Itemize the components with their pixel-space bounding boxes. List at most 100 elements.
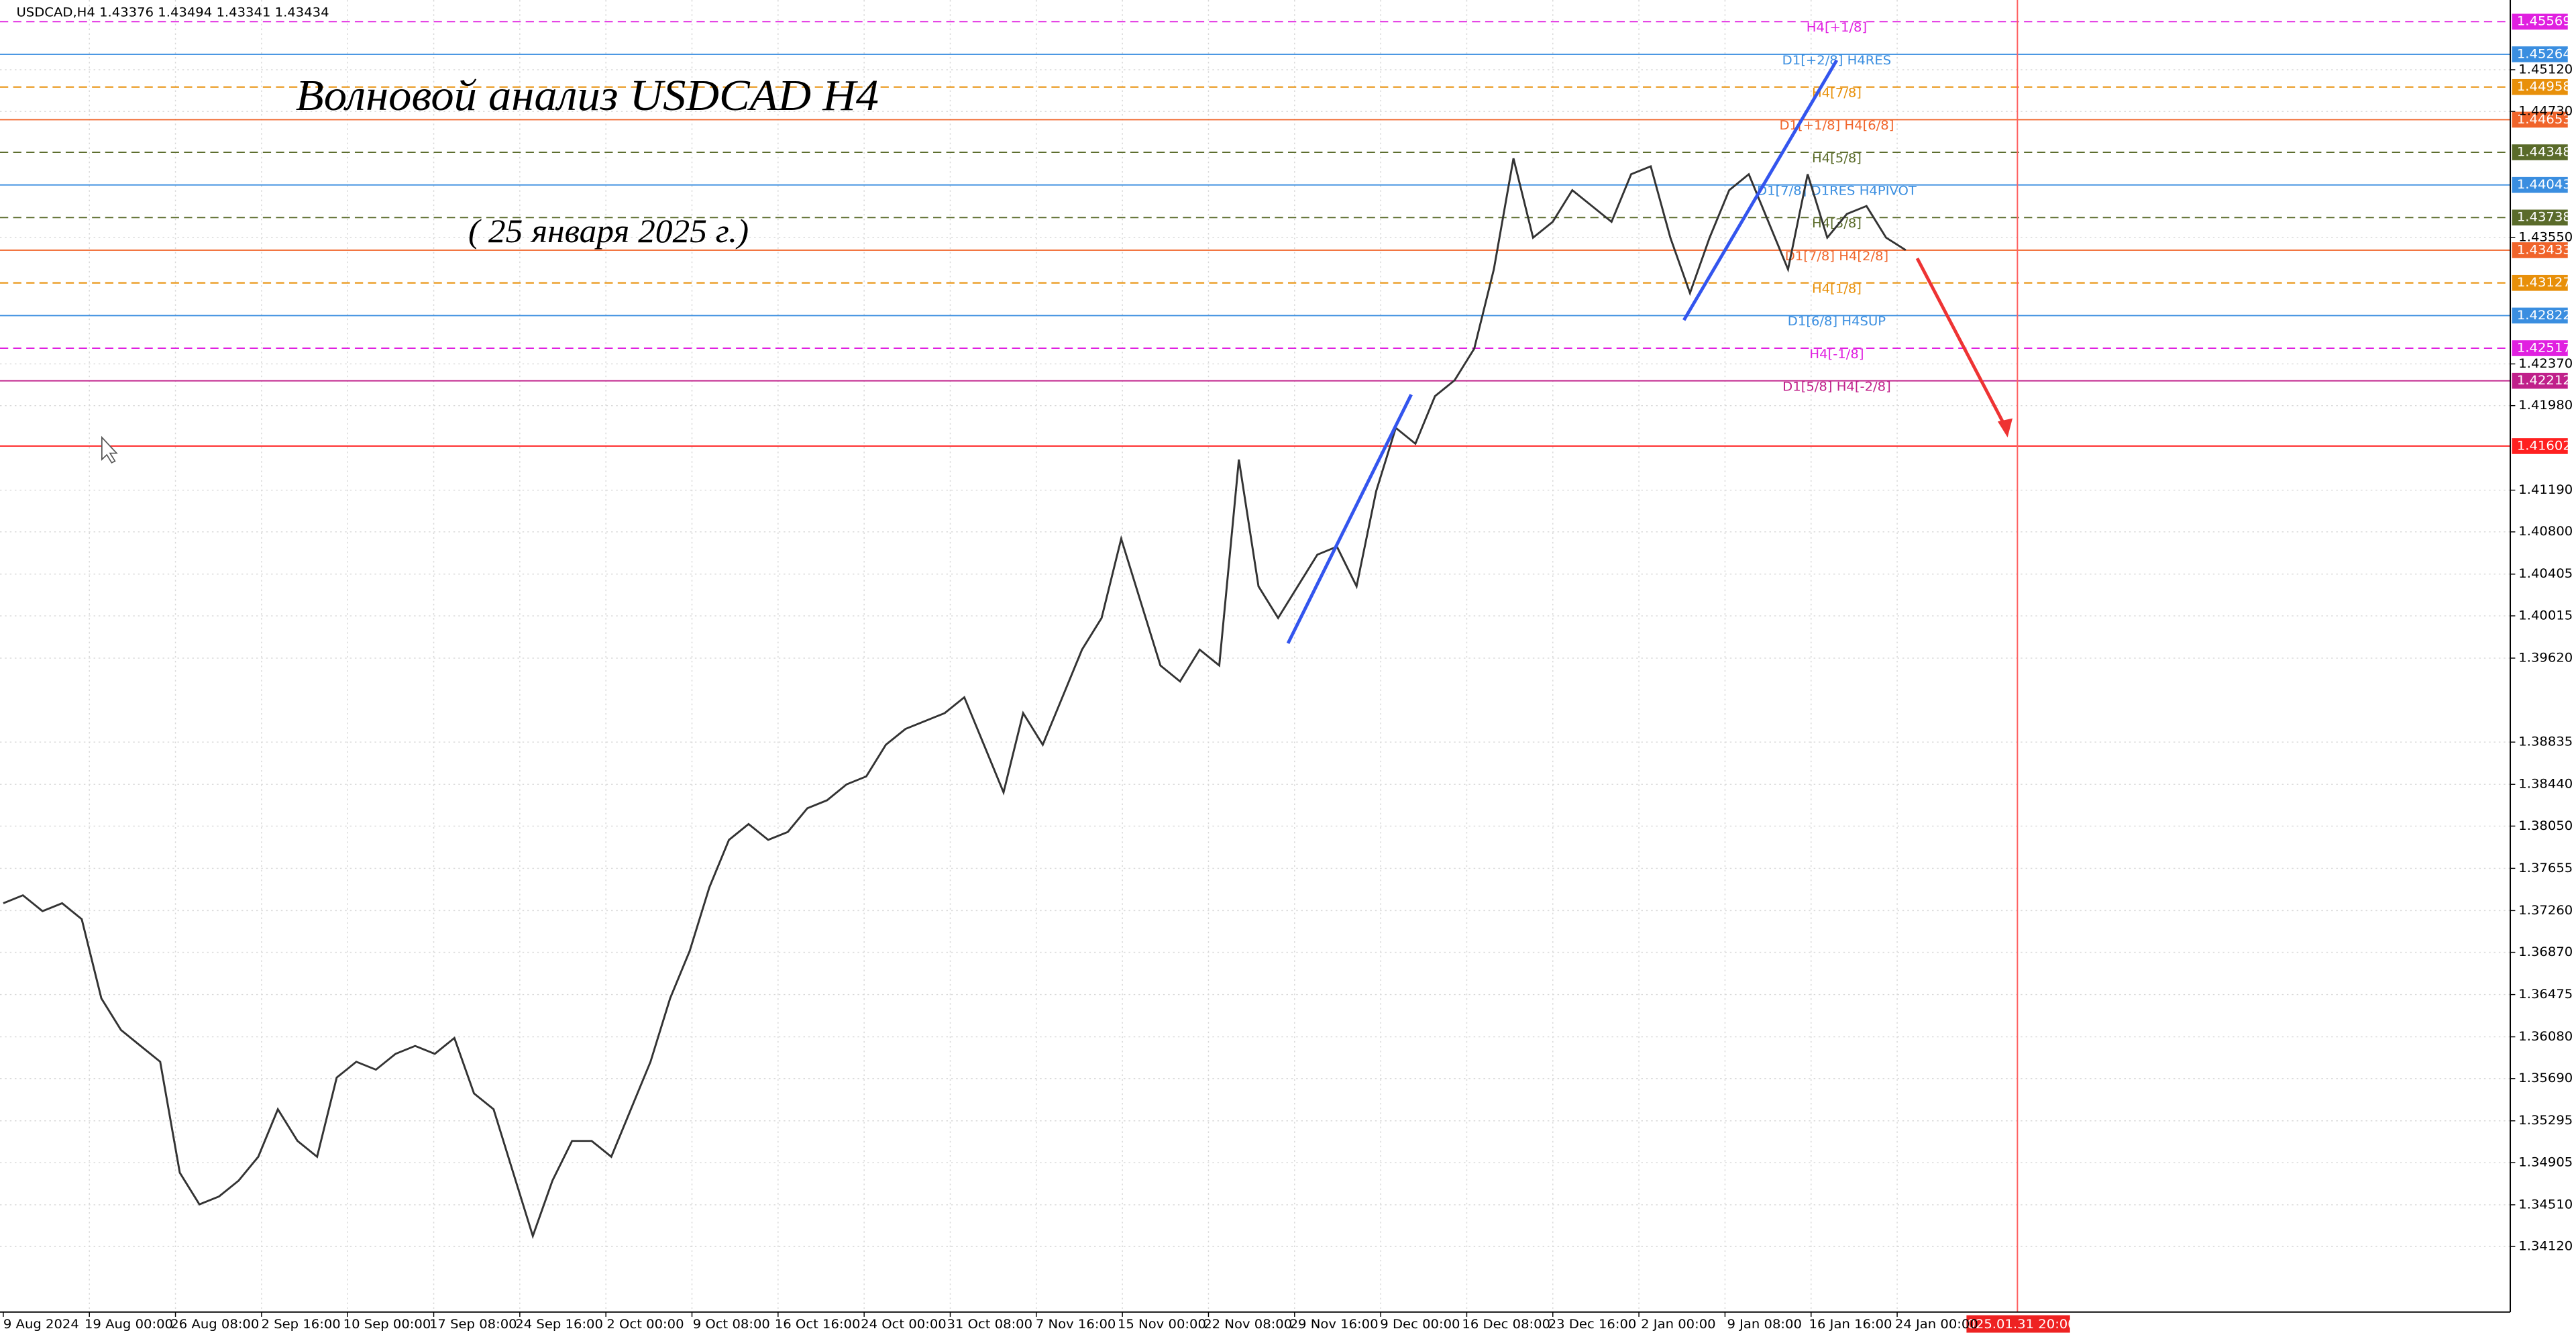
level-price: 1.41602 [2517,438,2571,453]
forecast-arrow [1915,257,2009,432]
arrow-head [1997,418,2012,437]
y-tick-label: 1.41980 [2518,397,2573,413]
level-name: H4[1/8] [1812,281,1862,297]
level-price: 1.43738 [2517,209,2571,225]
level-name: H4[7/8] [1812,85,1862,101]
header: USDCAD,H4 1.43376 1.43494 1.43341 1.4343… [16,5,329,20]
x-tick-label: 16 Oct 16:00 [775,1316,861,1332]
future-label: 2025.01.31 20:00 [1959,1316,2076,1332]
plot [3,158,1907,1240]
x-tick-label: 24 Jan 00:00 [1895,1316,1978,1332]
level-name: H4[5/8] [1812,150,1862,166]
wave-line [1682,59,1839,321]
level-name: H4[+1/8] [1807,19,1867,35]
level-price: 1.44958 [2517,78,2571,94]
y-tick-label: 1.36870 [2518,944,2573,959]
level-name: H4[-1/8] [1809,346,1864,362]
x-tick-label: 29 Nov 16:00 [1290,1316,1379,1332]
y-tick-label: 1.40015 [2518,608,2573,623]
x-tick-label: 16 Dec 08:00 [1462,1316,1550,1332]
y-tick-label: 1.34905 [2518,1155,2573,1170]
x-tick-label: 9 Oct 08:00 [693,1316,770,1332]
y-tick-label: 1.38050 [2518,818,2573,833]
x-tick-label: 9 Jan 08:00 [1727,1316,1802,1332]
y-tick-label: 1.36080 [2518,1028,2573,1044]
level-price: 1.45264 [2517,46,2571,62]
x-tick-label: 19 Aug 00:00 [85,1316,173,1332]
cursor [101,435,118,464]
x-tick-label: 9 Aug 2024 [3,1316,79,1332]
y-tick-label: 1.39620 [2518,650,2573,665]
x-tick-label: 26 Aug 08:00 [170,1316,259,1332]
level-box [2512,307,2568,324]
x-tick-label: 2 Oct 00:00 [606,1316,684,1332]
level-box [2512,78,2568,95]
level-price: 1.45569 [2517,13,2571,29]
x-tick-label: 23 Dec 16:00 [1548,1316,1637,1332]
y-tick-label: 1.44730 [2518,103,2573,119]
level-name: D1[5/8] H4[-2/8] [1782,379,1891,394]
y-tick-label: 1.38440 [2518,776,2573,792]
y-tick-label: 1.35295 [2518,1112,2573,1128]
level-price: 1.44043 [2517,176,2571,192]
y-tick-label: 1.36475 [2518,986,2573,1002]
y-tick-label: 1.37655 [2518,860,2573,875]
y-tick-label: 1.38835 [2518,734,2573,749]
level-price: 1.42517 [2517,340,2571,356]
level-box [2512,209,2568,226]
wave-line [1286,394,1413,645]
x-tick-label: 16 Jan 16:00 [1809,1316,1892,1332]
level-box [2512,340,2568,356]
level-name: D1[6/8] H4SUP [1788,314,1886,329]
y-tick-label: 1.34510 [2518,1197,2573,1212]
x-tick-label: 10 Sep 00:00 [343,1316,431,1332]
x-tick-label: 24 Sep 16:00 [515,1316,603,1332]
level-box [2512,144,2568,160]
level-price: 1.44653 [2517,111,2571,127]
chart-subtitle: ( 25 января 2025 г.) [468,213,749,250]
price-line [3,158,1907,1240]
level-box [2512,176,2568,193]
y-tick-label: 1.35690 [2518,1070,2573,1085]
y-tick-label: 1.40800 [2518,524,2573,539]
level-name: D1[+2/8] H4RES [1782,52,1892,68]
y-tick-label: 1.40405 [2518,566,2573,582]
chart-title: Волновой анализ USDCAD H4 [296,70,879,120]
x-tick-label: 17 Sep 08:00 [429,1316,517,1332]
level-name: D1[7/8] D1RES H4PIVOT [1757,183,1917,199]
level-box [2512,438,2568,454]
level-box [2512,46,2568,62]
level-name: H4[3/8] [1812,215,1862,231]
level-price: 1.42822 [2517,307,2571,323]
y-tick-label: 1.43550 [2518,229,2573,245]
level-price: 1.43127 [2517,274,2571,290]
level-box [2512,372,2568,389]
y-tick-label: 1.34120 [2518,1238,2573,1254]
level-name: D1[7/8] H4[2/8] [1785,248,1889,264]
level-box [2512,274,2568,291]
x-tick-label: 15 Nov 00:00 [1118,1316,1206,1332]
y-tick-label: 1.45120 [2518,62,2573,77]
y-tick-label: 1.41190 [2518,482,2573,497]
level-box [2512,111,2568,128]
level-price: 1.44348 [2517,144,2571,160]
level-box [2512,13,2568,30]
x-tick-label: 7 Nov 16:00 [1036,1316,1116,1332]
level-name: D1[+1/8] H4[6/8] [1779,118,1894,133]
x-tick-label: 22 Nov 08:00 [1203,1316,1292,1332]
level-price: 1.42212 [2517,372,2571,388]
x-tick-label: 2 Sep 16:00 [262,1316,341,1332]
level-box [2512,242,2568,258]
x-tick-label: 2 Jan 00:00 [1641,1316,1716,1332]
future-box [1966,1315,2070,1333]
levels: 1.45569 H4[+1/8] 1.45264 D1[+2/8] H4RES 1.44… [0,13,2571,454]
x-tick-label: 31 Oct 08:00 [947,1316,1032,1332]
level-price: 1.43433 [2517,242,2571,258]
x-tick-label: 24 Oct 00:00 [861,1316,947,1332]
y-tick-label: 1.37260 [2518,902,2573,918]
x-tick-label: 9 Dec 00:00 [1380,1316,1460,1332]
y-tick-label: 1.42370 [2518,356,2573,371]
